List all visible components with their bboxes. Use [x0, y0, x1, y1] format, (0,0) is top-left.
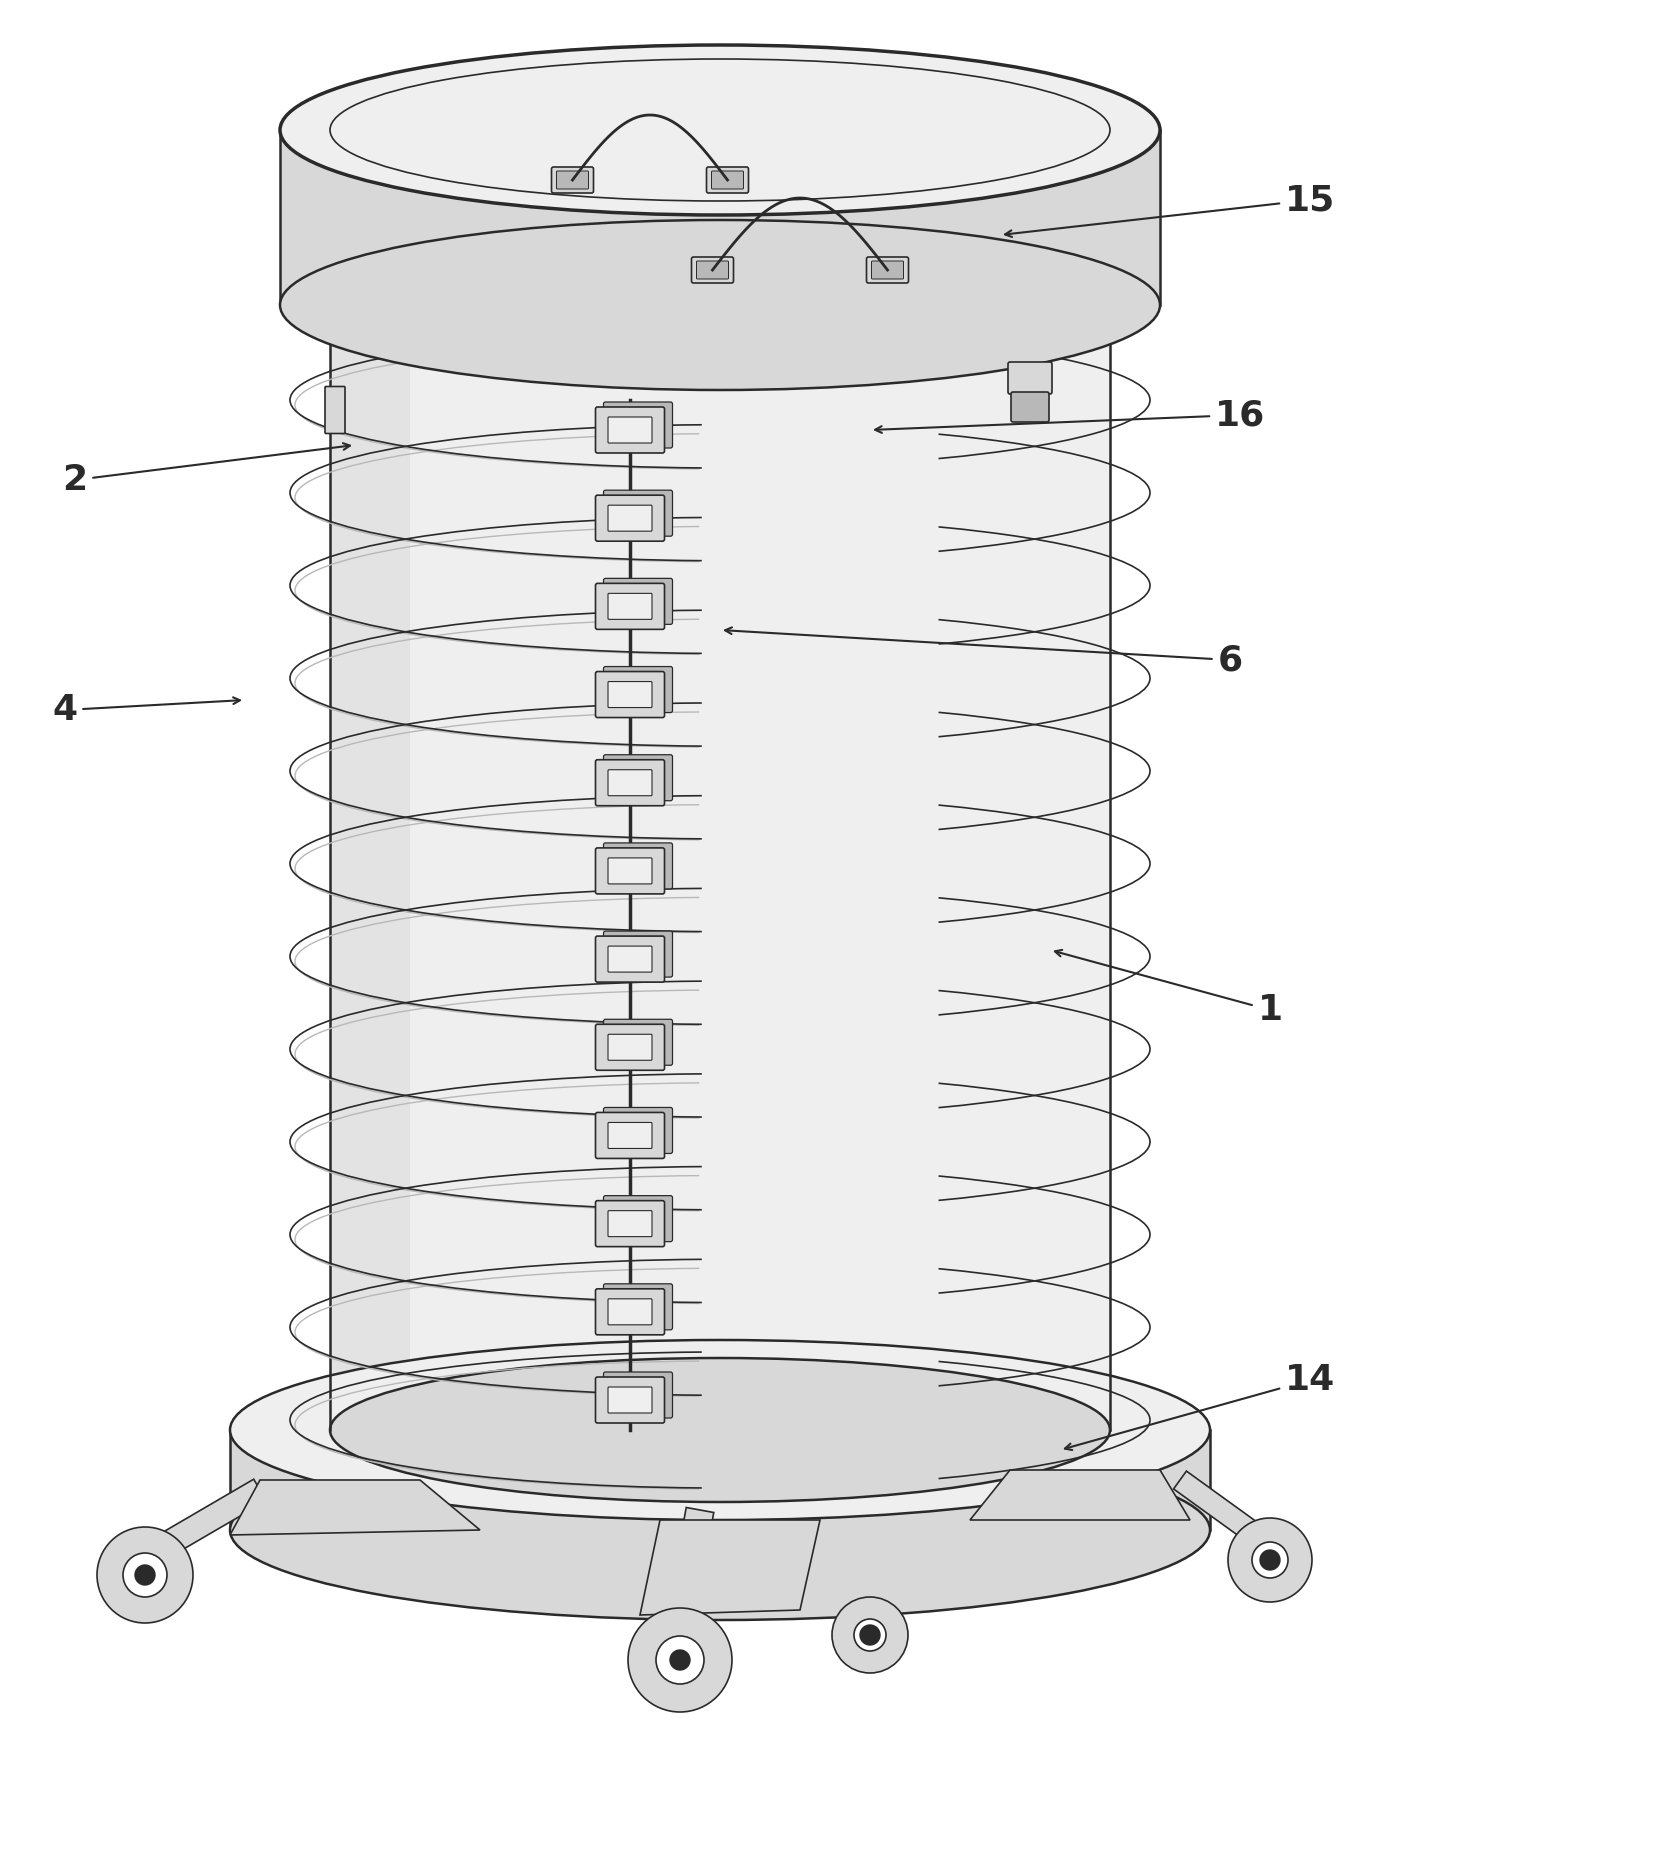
Ellipse shape [669, 1650, 689, 1671]
FancyBboxPatch shape [1011, 392, 1049, 422]
Ellipse shape [230, 1340, 1210, 1519]
Text: 15: 15 [1006, 183, 1336, 237]
FancyBboxPatch shape [603, 490, 673, 536]
FancyBboxPatch shape [603, 843, 673, 890]
FancyBboxPatch shape [595, 1290, 664, 1334]
FancyBboxPatch shape [603, 1284, 673, 1331]
FancyBboxPatch shape [557, 170, 588, 189]
Ellipse shape [280, 45, 1160, 215]
FancyBboxPatch shape [595, 1200, 664, 1247]
FancyBboxPatch shape [608, 946, 651, 972]
FancyBboxPatch shape [595, 936, 664, 981]
Ellipse shape [656, 1635, 704, 1684]
FancyBboxPatch shape [595, 583, 664, 630]
Polygon shape [666, 1508, 714, 1622]
Polygon shape [230, 1430, 1210, 1531]
FancyBboxPatch shape [603, 402, 673, 449]
Ellipse shape [853, 1619, 886, 1650]
Text: 1: 1 [1056, 949, 1283, 1026]
FancyBboxPatch shape [608, 417, 651, 443]
FancyBboxPatch shape [325, 387, 345, 434]
FancyBboxPatch shape [552, 166, 593, 193]
FancyBboxPatch shape [603, 755, 673, 800]
Ellipse shape [280, 221, 1160, 391]
FancyBboxPatch shape [595, 759, 664, 806]
Ellipse shape [134, 1564, 156, 1585]
FancyBboxPatch shape [595, 407, 664, 452]
FancyBboxPatch shape [595, 495, 664, 542]
FancyBboxPatch shape [603, 578, 673, 624]
FancyBboxPatch shape [603, 1196, 673, 1241]
FancyBboxPatch shape [608, 1123, 651, 1148]
FancyBboxPatch shape [608, 1299, 651, 1325]
Polygon shape [330, 305, 409, 1430]
Ellipse shape [860, 1624, 880, 1645]
Ellipse shape [230, 1439, 1210, 1620]
FancyBboxPatch shape [608, 682, 651, 708]
Polygon shape [640, 1519, 820, 1615]
FancyBboxPatch shape [595, 671, 664, 718]
FancyBboxPatch shape [706, 166, 749, 193]
Text: 16: 16 [875, 398, 1266, 434]
FancyBboxPatch shape [603, 1372, 673, 1419]
Polygon shape [230, 1480, 481, 1534]
Polygon shape [280, 131, 1160, 305]
Ellipse shape [832, 1596, 908, 1673]
FancyBboxPatch shape [608, 1211, 651, 1237]
FancyBboxPatch shape [595, 1377, 664, 1422]
Ellipse shape [1253, 1542, 1287, 1577]
FancyBboxPatch shape [595, 1024, 664, 1071]
FancyBboxPatch shape [603, 1019, 673, 1065]
FancyBboxPatch shape [595, 849, 664, 893]
FancyBboxPatch shape [608, 1387, 651, 1413]
Ellipse shape [330, 234, 1110, 378]
FancyBboxPatch shape [608, 858, 651, 884]
Ellipse shape [628, 1607, 732, 1712]
Text: 6: 6 [726, 628, 1243, 677]
FancyBboxPatch shape [603, 931, 673, 977]
Polygon shape [330, 305, 1110, 1430]
Text: 2: 2 [63, 443, 350, 497]
FancyBboxPatch shape [608, 505, 651, 531]
FancyBboxPatch shape [608, 770, 651, 796]
FancyBboxPatch shape [603, 667, 673, 712]
FancyBboxPatch shape [872, 262, 903, 278]
FancyBboxPatch shape [691, 258, 734, 282]
Polygon shape [1173, 1471, 1276, 1553]
Polygon shape [134, 1478, 267, 1570]
FancyBboxPatch shape [608, 592, 651, 619]
FancyBboxPatch shape [711, 170, 744, 189]
Text: 14: 14 [1065, 1363, 1336, 1450]
Ellipse shape [330, 1359, 1110, 1503]
FancyBboxPatch shape [1007, 363, 1052, 394]
FancyBboxPatch shape [867, 258, 908, 282]
FancyBboxPatch shape [603, 1108, 673, 1153]
Ellipse shape [98, 1527, 192, 1622]
Polygon shape [969, 1471, 1190, 1519]
Ellipse shape [1228, 1518, 1312, 1602]
Ellipse shape [1259, 1549, 1279, 1570]
Text: 4: 4 [53, 693, 240, 727]
FancyBboxPatch shape [608, 1034, 651, 1060]
FancyBboxPatch shape [595, 1112, 664, 1159]
FancyBboxPatch shape [696, 262, 729, 278]
Ellipse shape [123, 1553, 167, 1596]
